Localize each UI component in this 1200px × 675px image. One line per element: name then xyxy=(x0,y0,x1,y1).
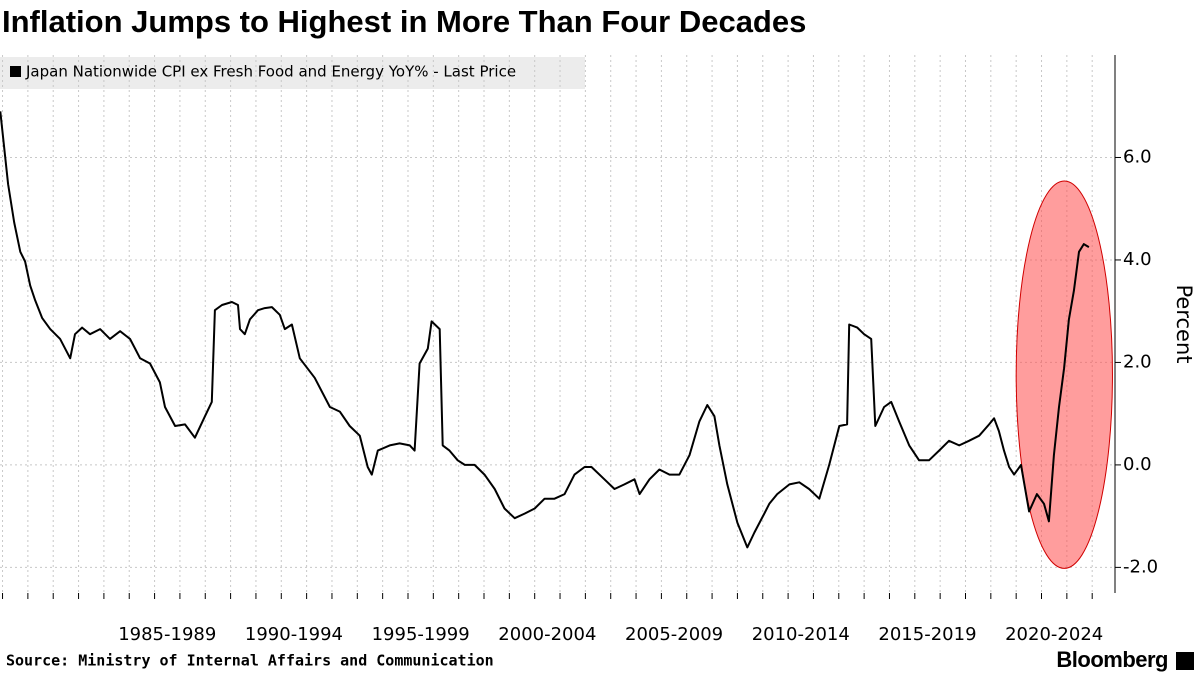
y-tick-label: 6.0 xyxy=(1123,146,1152,167)
y-tick-label: 2.0 xyxy=(1123,351,1152,372)
x-tick-label: 1990-1994 xyxy=(245,624,343,645)
legend-swatch xyxy=(10,66,21,77)
highlight xyxy=(1015,180,1113,569)
chart-title: Inflation Jumps to Highest in More Than … xyxy=(2,4,806,39)
x-tick-label: 1995-1999 xyxy=(372,624,470,645)
y-tick-label: 0.0 xyxy=(1123,454,1152,475)
brand: Bloomberg xyxy=(1056,647,1168,672)
line xyxy=(0,111,1090,549)
x-tick-label: 1985-1989 xyxy=(118,624,216,645)
x-tick-label: 2005-2009 xyxy=(625,624,723,645)
x-tick-label: 2020-2024 xyxy=(1005,624,1103,645)
brand-icon xyxy=(1176,652,1194,670)
legend-box xyxy=(0,57,585,89)
source: Source: Ministry of Internal Affairs and… xyxy=(6,652,494,670)
y-tick-label: 4.0 xyxy=(1123,249,1152,270)
y-tick-label: -2.0 xyxy=(1123,556,1158,577)
y-axis-title: Percent xyxy=(1172,284,1196,363)
x-tick-label: 2000-2004 xyxy=(498,624,596,645)
legend-label: Japan Nationwide CPI ex Fresh Food and E… xyxy=(25,63,516,81)
x-tick-label: 2015-2019 xyxy=(878,624,976,645)
x-tick-label: 2010-2014 xyxy=(752,624,850,645)
